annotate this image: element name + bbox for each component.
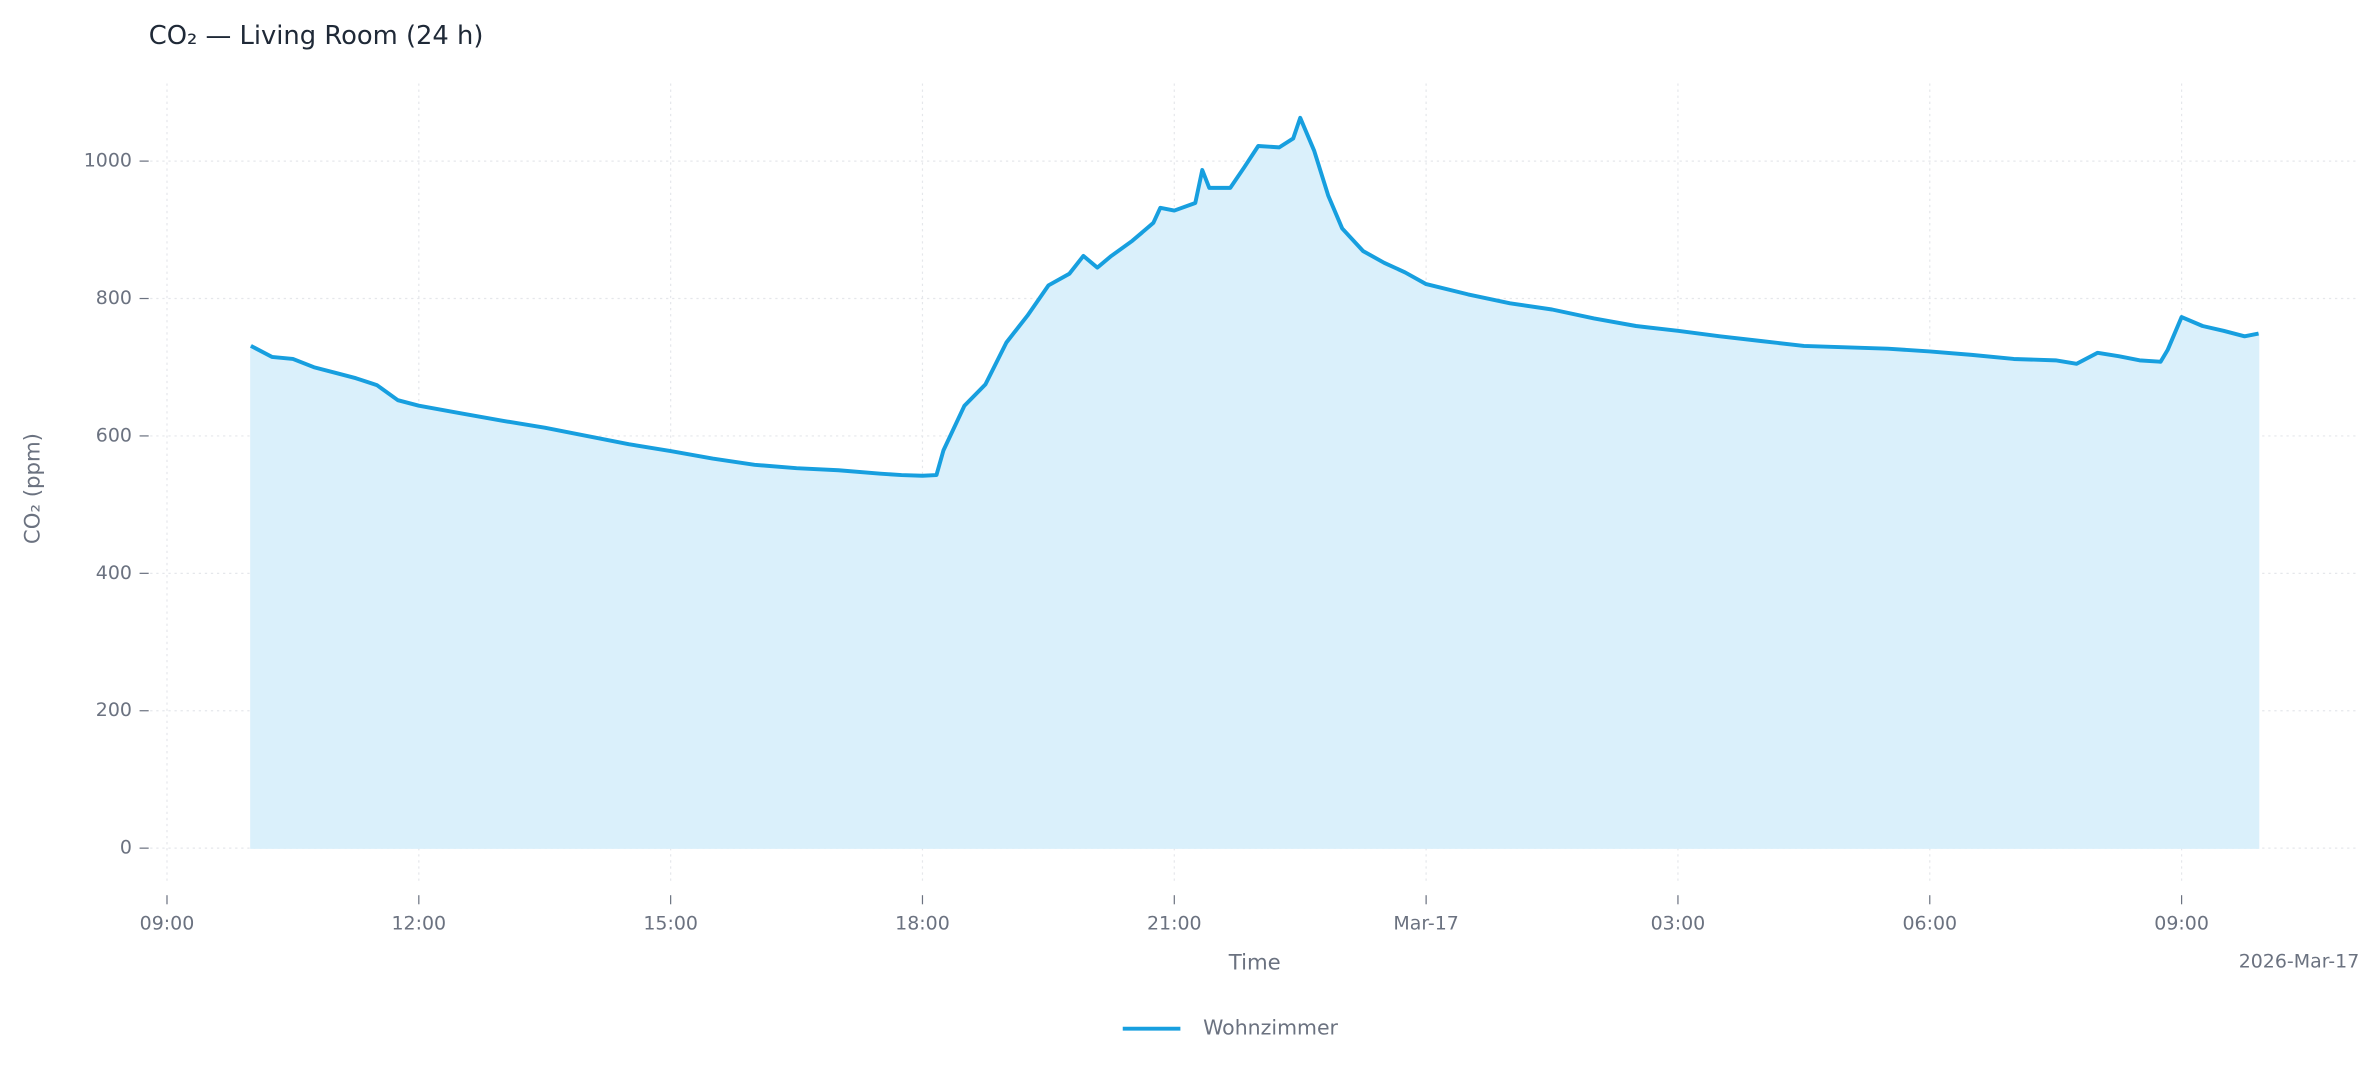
- x-tick-label: Mar-17: [1393, 913, 1459, 935]
- x-offset-label: 2026-Mar-17: [2239, 950, 2360, 972]
- y-tick-label: 200: [96, 699, 132, 721]
- x-tick-label: 06:00: [1902, 913, 1957, 935]
- x-tick-label: 15:00: [643, 913, 698, 935]
- y-tick-label: 0: [120, 837, 132, 859]
- y-tick-label: 600: [96, 424, 132, 446]
- x-tick-label: 12:00: [392, 913, 447, 935]
- y-tick-label: 1000: [84, 150, 132, 172]
- legend-label: Wohnzimmer: [1203, 1016, 1338, 1040]
- y-tick-label: 800: [96, 287, 132, 309]
- x-tick-label: 09:00: [2154, 913, 2209, 935]
- x-tick-label: 18:00: [895, 913, 950, 935]
- y-tick-label: 400: [96, 562, 132, 584]
- chart-title: CO₂ — Living Room (24 h): [149, 21, 484, 51]
- y-axis-label: CO₂ (ppm): [20, 433, 45, 544]
- x-tick-label: 21:00: [1147, 913, 1202, 935]
- x-tick-label: 09:00: [140, 913, 195, 935]
- x-axis-label: Time: [1228, 950, 1281, 975]
- x-tick-label: 03:00: [1651, 913, 1706, 935]
- data-line: [250, 115, 2259, 478]
- area-fill: [250, 115, 2260, 849]
